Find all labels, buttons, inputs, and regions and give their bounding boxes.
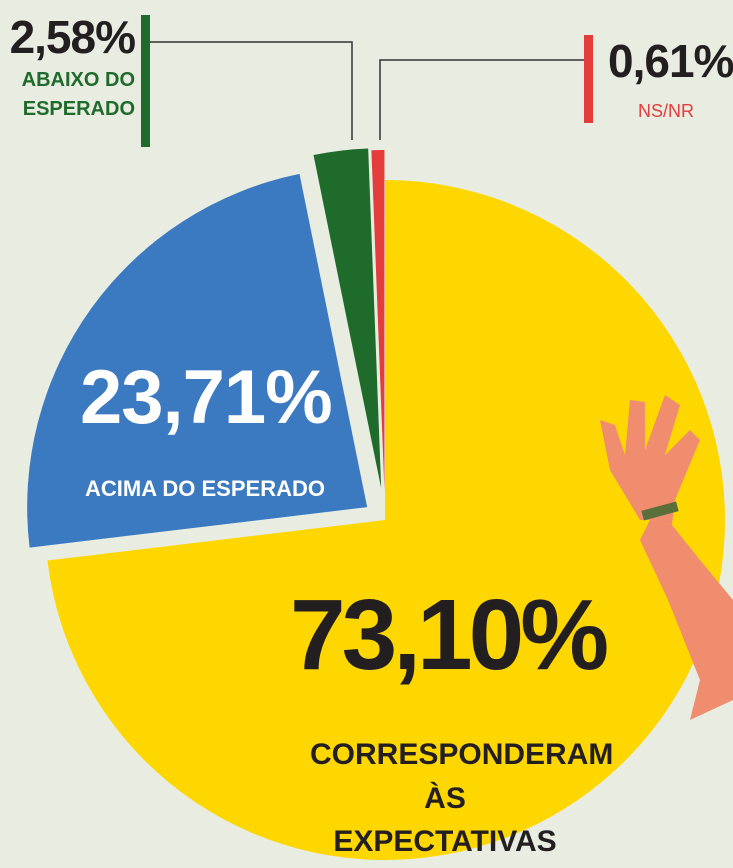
label-bar	[584, 35, 593, 123]
value-label: 73,10%	[290, 585, 600, 685]
category-label: NS/NR	[638, 102, 694, 120]
leader-line	[380, 60, 584, 140]
chart: 2,58% ABAIXO DO ESPERADO 0,61% NS/NR 23,…	[0, 0, 733, 868]
category-label: ABAIXO DO ESPERADO	[15, 66, 135, 124]
leader-line	[150, 42, 352, 140]
value-label: 0,61%	[608, 38, 733, 84]
leader-lines	[150, 42, 584, 140]
category-label: ACIMA DO ESPERADO	[80, 478, 330, 500]
label-bar	[141, 15, 150, 147]
value-label: 23,71%	[80, 360, 330, 436]
category-label: CORRESPONDERAM ÀS EXPECTATIVAS	[310, 733, 580, 864]
value-label: 2,58%	[10, 14, 135, 60]
